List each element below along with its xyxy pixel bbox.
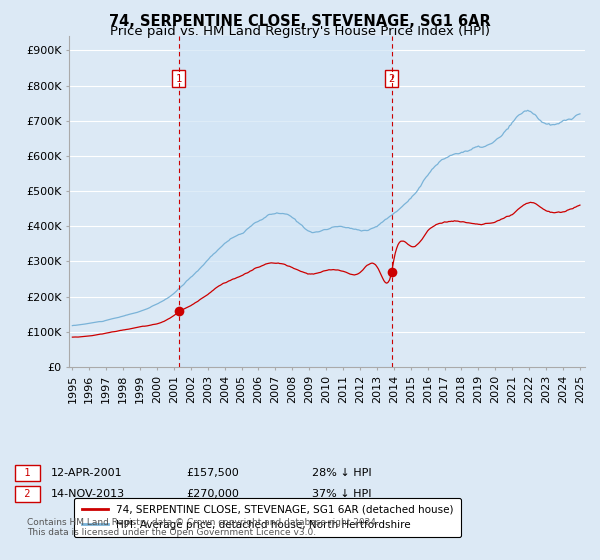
Text: Contains HM Land Registry data © Crown copyright and database right 2024.
This d: Contains HM Land Registry data © Crown c… xyxy=(27,518,379,538)
Text: £270,000: £270,000 xyxy=(186,489,239,499)
Text: 2: 2 xyxy=(17,489,37,499)
Legend: 74, SERPENTINE CLOSE, STEVENAGE, SG1 6AR (detached house), HPI: Average price, d: 74, SERPENTINE CLOSE, STEVENAGE, SG1 6AR… xyxy=(74,498,461,538)
Text: 2: 2 xyxy=(389,73,395,83)
Text: 1: 1 xyxy=(176,73,182,83)
Text: Price paid vs. HM Land Registry's House Price Index (HPI): Price paid vs. HM Land Registry's House … xyxy=(110,25,490,38)
Text: 37% ↓ HPI: 37% ↓ HPI xyxy=(312,489,371,499)
Text: 74, SERPENTINE CLOSE, STEVENAGE, SG1 6AR: 74, SERPENTINE CLOSE, STEVENAGE, SG1 6AR xyxy=(109,14,491,29)
Text: £157,500: £157,500 xyxy=(186,468,239,478)
Text: 12-APR-2001: 12-APR-2001 xyxy=(51,468,122,478)
Bar xyxy=(179,36,392,367)
Text: 1: 1 xyxy=(17,468,37,478)
Text: 28% ↓ HPI: 28% ↓ HPI xyxy=(312,468,371,478)
Text: 14-NOV-2013: 14-NOV-2013 xyxy=(51,489,125,499)
